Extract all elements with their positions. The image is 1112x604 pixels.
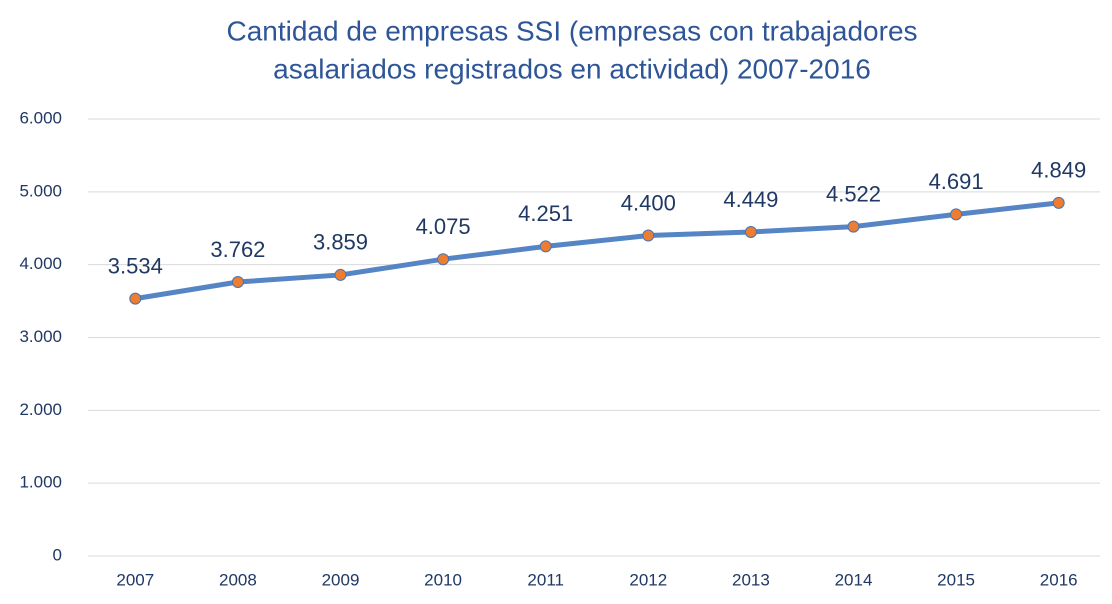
x-tick-label: 2012 [629, 570, 667, 589]
y-tick-label: 4.000 [19, 254, 62, 273]
x-tick-label: 2010 [424, 570, 462, 589]
marker [744, 225, 757, 238]
x-tick-label: 2009 [322, 570, 360, 589]
marker [129, 292, 142, 305]
value-label: 3.859 [313, 230, 368, 255]
value-label: 3.534 [108, 253, 163, 278]
marker [437, 253, 450, 266]
y-tick-label: 5.000 [19, 181, 62, 200]
marker [847, 220, 860, 233]
line [132, 200, 1062, 302]
y-tick-label: 6.000 [19, 108, 62, 127]
x-tick-label: 2016 [1040, 570, 1078, 589]
marker [231, 276, 244, 289]
marker [950, 208, 963, 221]
value-label: 4.251 [518, 201, 573, 226]
chart-title: asalariados registrados en actividad) 20… [273, 53, 871, 84]
value-label: 4.400 [621, 190, 676, 215]
marker [642, 229, 655, 242]
x-tick-label: 2014 [835, 570, 873, 589]
value-label: 4.449 [723, 187, 778, 212]
y-tick-label: 3.000 [19, 327, 62, 346]
y-tick-label: 0 [53, 545, 62, 564]
value-label: 4.075 [416, 214, 471, 239]
y-tick-label: 2.000 [19, 400, 62, 419]
value-label: 4.849 [1031, 158, 1086, 183]
marker [539, 240, 552, 253]
x-tick-label: 2013 [732, 570, 770, 589]
value-label: 4.522 [826, 181, 881, 206]
marker [334, 268, 347, 281]
value-label: 4.691 [929, 169, 984, 194]
y-tick-label: 1.000 [19, 473, 62, 492]
x-tick-label: 2008 [219, 570, 257, 589]
value-label: 3.762 [210, 237, 265, 262]
chart-title: Cantidad de empresas SSI (empresas con t… [226, 15, 917, 46]
x-tick-label: 2015 [937, 570, 975, 589]
x-tick-label: 2007 [116, 570, 154, 589]
marker [1052, 196, 1065, 209]
x-tick-label: 2011 [527, 570, 564, 589]
